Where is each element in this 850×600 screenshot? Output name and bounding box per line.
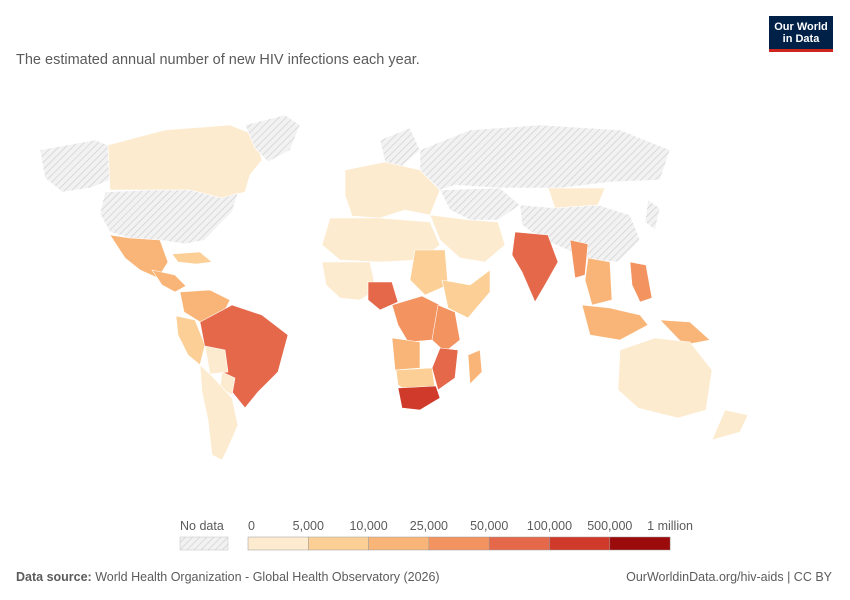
legend-tick-2: 10,000 [349, 519, 387, 533]
map-region-horn-of-africa[interactable] [441, 269, 491, 319]
legend-no-data-label: No data [180, 519, 224, 533]
map-region-japan[interactable] [644, 199, 661, 231]
map-region-russia[interactable] [419, 124, 671, 191]
map-region-west-africa[interactable] [321, 261, 377, 301]
data-source-label: Data source: [16, 570, 92, 584]
map-region-mozambique[interactable] [431, 347, 459, 391]
legend-bin-4[interactable] [488, 536, 550, 551]
map-region-southeast-asia[interactable] [584, 257, 613, 306]
legend-bin-3[interactable] [428, 536, 490, 551]
map-region-central-america[interactable] [151, 269, 187, 293]
legend-tick-4: 50,000 [470, 519, 508, 533]
legend-bin-2[interactable] [368, 536, 430, 551]
map-region-east-africa[interactable] [431, 304, 461, 353]
legend-bin-6[interactable] [609, 536, 671, 551]
map-region-philippines[interactable] [629, 261, 653, 303]
map-region-scandinavia[interactable] [379, 127, 421, 169]
legend-bin-1[interactable] [308, 536, 369, 551]
data-source: Data source: World Health Organization -… [16, 570, 440, 584]
map-region-usa[interactable] [99, 189, 239, 245]
owid-logo[interactable]: Our World in Data [769, 16, 833, 52]
logo-line-2: in Data [782, 33, 820, 45]
map-region-central-asia[interactable] [439, 187, 521, 221]
legend-tick-1: 5,000 [293, 519, 324, 533]
data-source-text: World Health Organization - Global Healt… [95, 570, 440, 584]
logo-line-1: Our World [774, 21, 828, 33]
legend-tick-6: 500,000 [587, 519, 632, 533]
map-region-nigeria[interactable] [367, 281, 399, 311]
legend-tick-3: 25,000 [410, 519, 448, 533]
color-legend: No data 0 5,000 10,000 25,000 50,000 100,000 5… [179, 519, 693, 551]
map-region-mexico[interactable] [109, 234, 169, 279]
map-region-bolivia[interactable] [204, 345, 229, 375]
map-region-papua-new-guinea[interactable] [659, 319, 711, 346]
map-region-india[interactable] [511, 231, 559, 303]
map-region-sudan[interactable] [409, 249, 449, 296]
map-region-myanmar[interactable] [569, 239, 589, 279]
world-map [39, 114, 749, 461]
legend-tick-7: 1 million [647, 519, 693, 533]
map-region-caribbean[interactable] [171, 251, 213, 265]
source-url[interactable]: OurWorldinData.org/hiv-aids | CC BY [626, 570, 832, 584]
map-region-new-zealand[interactable] [711, 409, 749, 441]
legend-bin-5[interactable] [549, 536, 611, 551]
legend-no-data-swatch [179, 536, 229, 551]
legend-tick-5: 100,000 [527, 519, 572, 533]
map-region-southern-cone[interactable] [199, 364, 239, 461]
map-region-middle-east[interactable] [429, 214, 506, 263]
map-region-alaska[interactable] [39, 139, 111, 193]
chart-subtitle: The estimated annual number of new HIV i… [16, 52, 420, 68]
legend-tick-0: 0 [248, 519, 255, 533]
map-region-europe[interactable] [344, 161, 441, 219]
legend-bin-0[interactable] [247, 536, 309, 551]
map-region-greenland[interactable] [244, 114, 301, 163]
map-region-canada[interactable] [107, 124, 263, 199]
map-region-madagascar[interactable] [467, 349, 483, 385]
map-region-south-africa[interactable] [397, 385, 441, 411]
map-region-australia[interactable] [617, 337, 713, 419]
map-region-indonesia[interactable] [581, 304, 649, 341]
map-region-angola[interactable] [391, 337, 421, 371]
